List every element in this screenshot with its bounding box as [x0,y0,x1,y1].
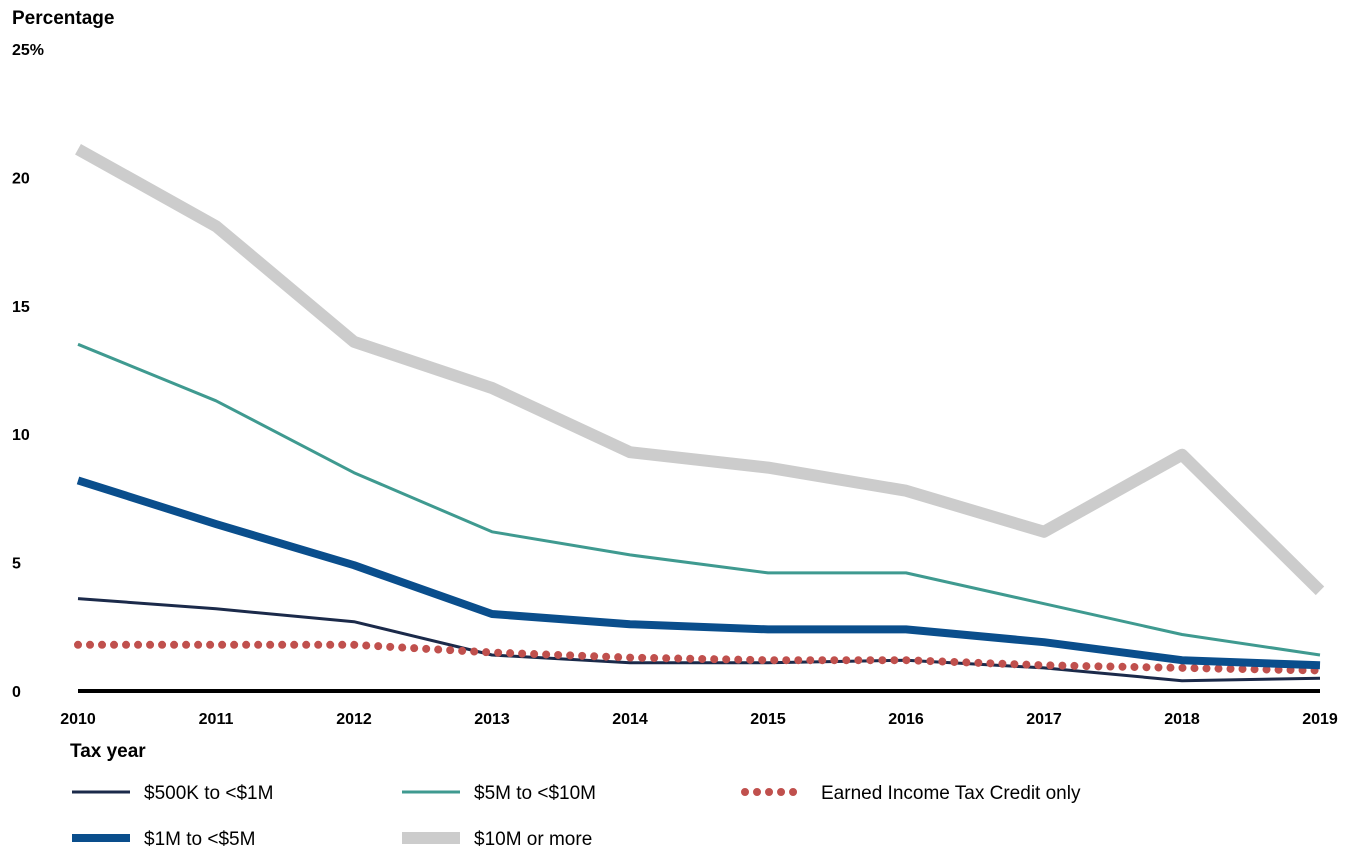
series-line [74,640,1324,675]
y-tick-label: 15 [12,299,30,316]
x-tick-label: 2018 [1164,711,1200,728]
x-tick-label: 2015 [750,711,786,728]
x-tick-label: 2010 [60,711,96,728]
series-layer [74,143,1325,683]
x-axis-ticks: 2010 2011 2012 2013 2014 2015 2016 2017 2018 2019 [60,711,1338,728]
x-tick-label: 2016 [888,711,924,728]
x-tick-label: 2011 [199,711,234,728]
y-axis-title: Percentage [12,8,114,29]
x-tick-label: 2019 [1302,711,1338,728]
x-tick-label: 2017 [1026,711,1062,728]
y-axis-ticks: 0 5 10 15 20 25% [12,42,44,701]
series-line [76,476,1321,670]
y-tick-label: 0 [12,684,21,701]
legend-label: $500K to <$1M [144,783,273,804]
series-line [77,342,1321,657]
y-tick-label: 25% [12,42,44,59]
legend-label: $5M to <$10M [474,783,596,804]
y-tick-label: 20 [12,170,30,187]
y-tick-label: 5 [12,556,21,573]
y-tick-label: 10 [12,427,30,444]
legend-label: $1M to <$5M [144,829,255,849]
legend-label: Earned Income Tax Credit only [821,783,1081,804]
series-line [75,143,1325,596]
x-tick-label: 2014 [612,711,648,728]
series-line [77,597,1321,683]
x-axis-title: Tax year [70,741,146,762]
x-tick-label: 2012 [336,711,372,728]
x-tick-label: 2013 [474,711,510,728]
legend-label: $10M or more [474,829,592,849]
legend: $500K to <$1M $1M to <$5M $5M to <$10M $10M… [72,783,1081,849]
